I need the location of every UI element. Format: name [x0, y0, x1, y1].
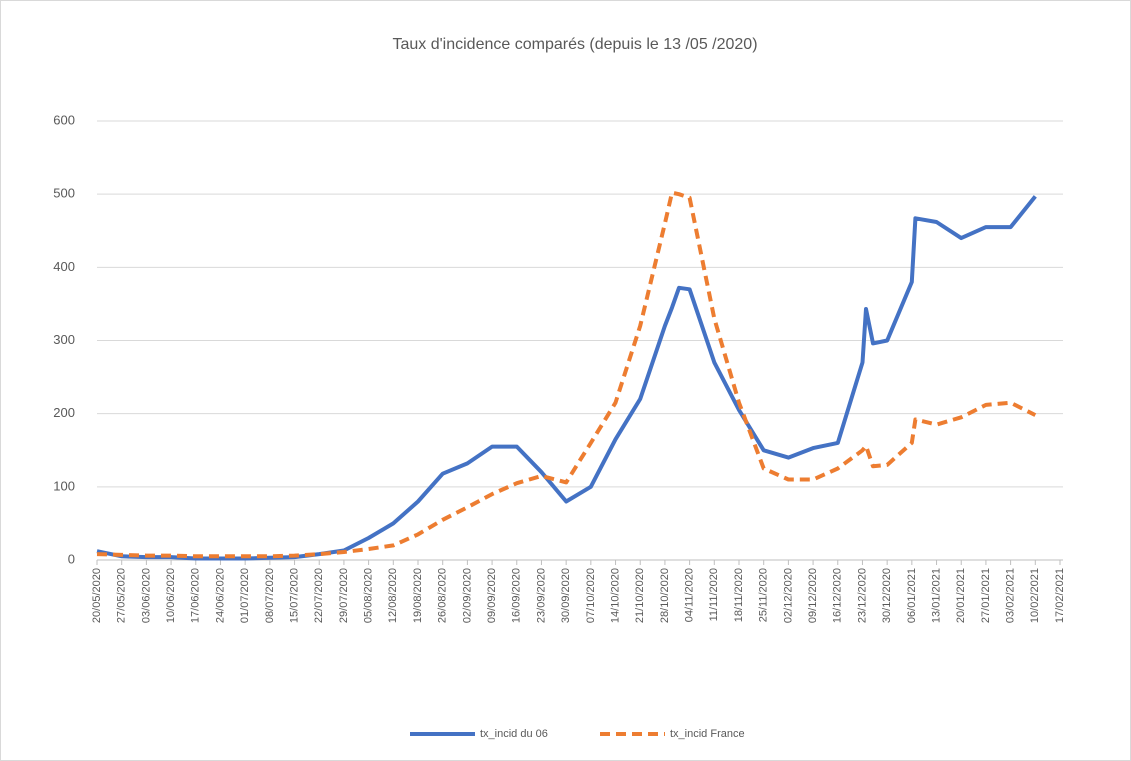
x-tick-label: 25/11/2020 — [758, 568, 770, 622]
x-tick-label: 08/07/2020 — [264, 568, 276, 623]
line-series — [96, 190, 1037, 559]
legend: tx_incid du 06 tx_incid France — [410, 728, 745, 740]
x-tick-label: 02/12/2020 — [782, 568, 794, 623]
x-tick-label: 14/10/2020 — [609, 568, 621, 623]
x-tick-label: 26/08/2020 — [437, 568, 449, 623]
x-tick-label: 30/12/2020 — [881, 568, 893, 623]
plot-area: 0 100 200 300 400 500 600 20/05/2020 27/05/2020 0… — [53, 112, 1066, 623]
x-tick-label: 29/07/2020 — [338, 568, 350, 623]
x-tick-label: 27/01/2021 — [980, 568, 992, 623]
x-tick-label: 24/06/2020 — [214, 568, 226, 623]
x-tick-label: 22/07/2020 — [313, 568, 325, 623]
y-tick-label: 500 — [53, 186, 75, 201]
x-tick-label: 27/05/2020 — [116, 568, 128, 623]
x-tick-label: 09/12/2020 — [807, 568, 819, 623]
y-tick-label: 600 — [53, 112, 75, 127]
x-tick-label: 07/10/2020 — [585, 568, 597, 623]
x-tick-label: 01/07/2020 — [239, 568, 251, 623]
y-tick-label: 200 — [53, 405, 75, 420]
x-tick-label: 02/09/2020 — [461, 568, 473, 623]
x-tick-label: 10/06/2020 — [165, 568, 177, 623]
x-tick-label: 23/09/2020 — [535, 568, 547, 623]
x-tick-label: 13/01/2021 — [930, 568, 942, 623]
x-tick-label: 12/08/2020 — [387, 568, 399, 623]
legend-label: tx_incid du 06 — [480, 728, 548, 740]
x-tick-label: 09/09/2020 — [486, 568, 498, 623]
x-tick-label: 21/10/2020 — [634, 568, 646, 623]
x-tick-label: 10/02/2021 — [1029, 568, 1041, 623]
x-tick-label: 20/01/2021 — [955, 568, 967, 623]
x-tick-label: 03/02/2021 — [1005, 568, 1017, 623]
x-tick-label: 06/01/2021 — [906, 568, 918, 623]
x-tick-label: 28/10/2020 — [659, 568, 671, 623]
x-tick-label: 19/08/2020 — [412, 568, 424, 623]
x-tick-label: 16/12/2020 — [832, 568, 844, 623]
x-tick-label: 23/12/2020 — [856, 568, 868, 623]
x-tick-label: 15/07/2020 — [288, 568, 300, 623]
y-tick-label: 400 — [53, 259, 75, 274]
x-tick-label: 18/11/2020 — [733, 568, 745, 622]
legend-label: tx_incid France — [670, 728, 745, 740]
y-tick-label: 300 — [53, 332, 75, 347]
y-tick-label: 100 — [53, 478, 75, 493]
x-tick-label: 16/09/2020 — [511, 568, 523, 623]
x-tick-label: 04/11/2020 — [684, 568, 696, 622]
x-tick-label: 30/09/2020 — [560, 568, 572, 623]
chart-title: Taux d'incidence comparés (depuis le 13 … — [392, 36, 757, 53]
x-tick-label: 20/05/2020 — [91, 568, 103, 623]
x-tick-label: 11/11/2020 — [708, 568, 720, 621]
x-tick-label: 17/06/2020 — [190, 568, 202, 623]
x-tick-label: 17/02/2021 — [1054, 568, 1066, 623]
x-tick-label: 03/06/2020 — [140, 568, 152, 623]
x-tick-label: 05/08/2020 — [363, 568, 375, 623]
y-tick-label: 0 — [68, 551, 75, 566]
